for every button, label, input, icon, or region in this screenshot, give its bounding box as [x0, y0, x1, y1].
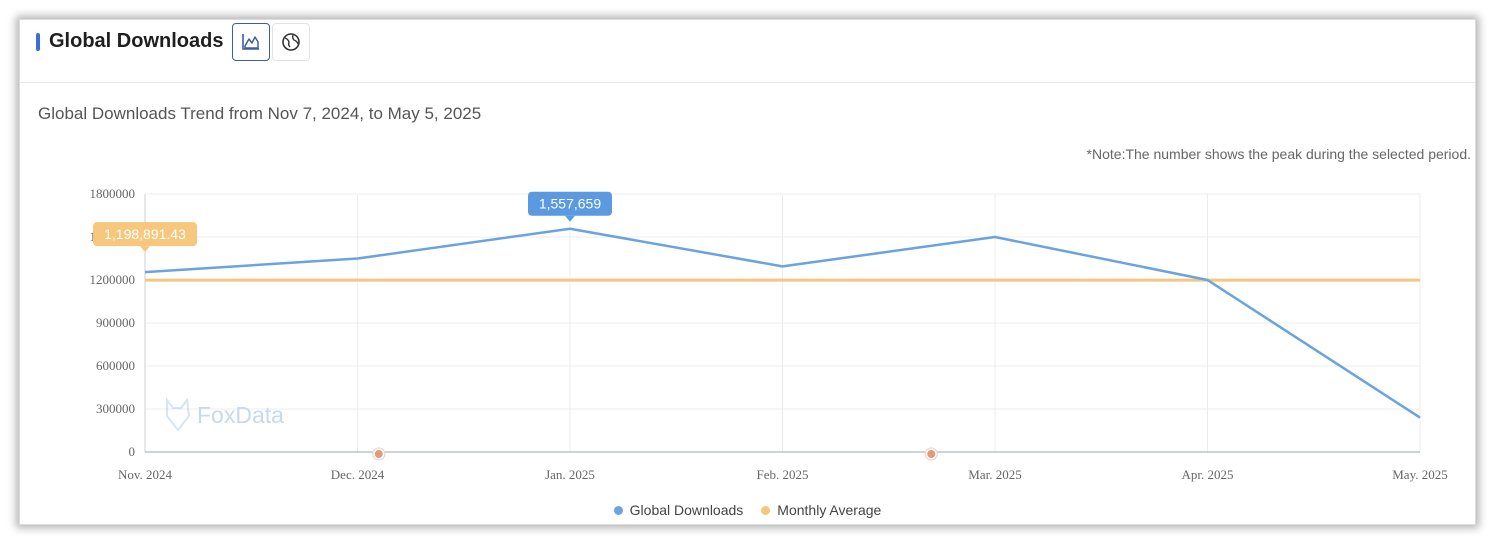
x-tick-label: May. 2025: [1392, 467, 1448, 482]
event-marker: [927, 450, 936, 458]
x-tick-label: Apr. 2025: [1182, 467, 1234, 482]
map-view-button[interactable]: [272, 23, 310, 61]
line-chart-view-button[interactable]: [232, 23, 270, 61]
watermark-text: FoxData: [197, 402, 284, 428]
legend-item-average[interactable]: Monthly Average: [761, 502, 881, 518]
legend-label-downloads: Global Downloads: [629, 502, 744, 518]
x-tick-label: Jan. 2025: [545, 467, 595, 482]
average-label-text: 1,198,891.43: [104, 226, 186, 242]
average-label-box: [93, 222, 197, 247]
y-tick-label: 1800000: [90, 186, 136, 201]
card-header: Global Downloads: [20, 20, 1475, 83]
downloads-card: Global Downloads Global Downloads Trend …: [19, 19, 1476, 525]
y-tick-label: 0: [129, 444, 136, 459]
line-chart-icon: [242, 34, 259, 50]
x-tick-label: Dec. 2024: [331, 467, 385, 482]
x-tick-label: Mar. 2025: [968, 467, 1021, 482]
x-tick-label: Feb. 2025: [757, 467, 809, 482]
legend-label-average: Monthly Average: [777, 502, 882, 518]
title-accent-bar: [36, 33, 40, 51]
peak-label-text: 1,557,659: [539, 196, 601, 212]
watermark-fox-icon: [166, 397, 191, 432]
card-title: Global Downloads: [49, 30, 224, 52]
downloads-line-chart: 0300000600000900000120000015000001800000…: [90, 186, 1448, 482]
y-tick-label: 600000: [96, 358, 135, 373]
y-tick-label: 900000: [96, 315, 135, 330]
chart-title: Global Downloads Trend from Nov 7, 2024,…: [38, 104, 482, 123]
legend-item-downloads[interactable]: Global Downloads: [613, 502, 744, 518]
peak-label-pointer: [565, 215, 575, 222]
legend-dot-downloads: [613, 505, 623, 515]
chart-legend: Global Downloads Monthly Average: [20, 502, 1475, 518]
peak-note: *Note:The number shows the peak during t…: [1086, 146, 1471, 162]
event-marker: [374, 450, 383, 458]
y-tick-label: 1200000: [90, 272, 136, 287]
average-label-pointer: [140, 246, 150, 253]
x-tick-label: Nov. 2024: [118, 467, 173, 482]
peak-label-box: [528, 191, 612, 216]
globe-icon: [282, 33, 300, 51]
legend-dot-average: [761, 505, 771, 515]
y-tick-label: 300000: [96, 401, 135, 416]
